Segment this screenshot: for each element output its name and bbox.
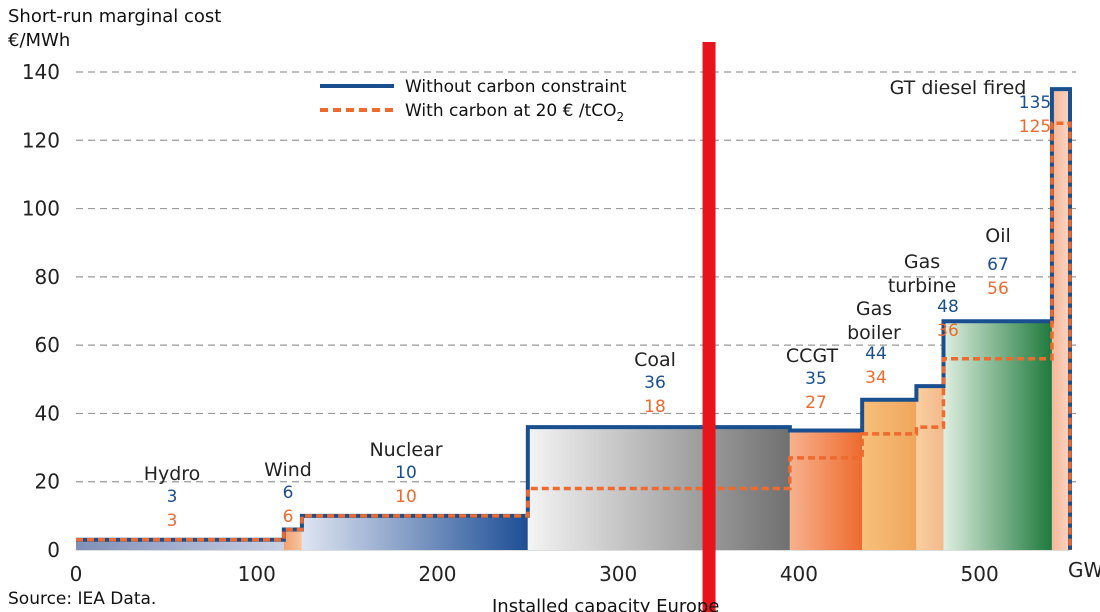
x-tick-label-400: 400 (780, 562, 818, 586)
red-vertical-marker (702, 42, 716, 612)
y-axis-title-line1: Short-run marginal cost (8, 6, 221, 27)
value-without-carbon-coal: 36 (644, 373, 666, 393)
y-tick-label-120: 120 (22, 128, 60, 152)
label-gas-boiler-line1: Gas (856, 298, 892, 320)
label-coal: Coal (634, 349, 676, 371)
legend: Without carbon constraint With carbon at… (320, 77, 627, 124)
y-tick-label-60: 60 (35, 333, 60, 357)
y-tick-labels: 0 20 40 60 80 100 120 140 (22, 60, 60, 562)
legend-label-with-carbon-text: With carbon at 20 € /tCO (405, 101, 617, 121)
value-without-carbon-gt-diesel-fired: 135 (1019, 93, 1051, 113)
value-without-carbon-ccgt: 35 (805, 369, 827, 389)
value-without-carbon-hydro: 3 (167, 487, 178, 507)
y-tick-label-20: 20 (35, 470, 60, 494)
value-without-carbon-nuclear: 10 (395, 463, 417, 483)
step-line-with-carbon (76, 121, 1072, 550)
y-tick-label-140: 140 (22, 60, 60, 84)
x-tick-label-500: 500 (961, 562, 999, 586)
x-tick-label-100: 100 (238, 562, 276, 586)
label-gas-turbine-line2: turbine (888, 275, 956, 297)
x-tick-labels: 0 100 200 300 400 500 (70, 562, 999, 586)
x-tick-label-0: 0 (70, 562, 83, 586)
capacity-blocks (76, 89, 1070, 551)
value-without-carbon-gas-boiler: 44 (865, 344, 887, 364)
y-tick-label-40: 40 (35, 401, 60, 425)
block-labels: Hydro33Wind66Nuclear1010Coal3618CCGT3527… (144, 77, 1052, 531)
source-note: Source: IEA Data. (8, 589, 156, 609)
value-without-carbon-wind: 6 (283, 483, 294, 503)
value-with-carbon-coal: 18 (644, 397, 666, 417)
label-ccgt: CCGT (786, 345, 839, 367)
cost-step-lines (76, 87, 1072, 550)
value-with-carbon-ccgt: 27 (805, 393, 827, 413)
value-with-carbon-gas-boiler: 34 (865, 368, 887, 388)
bar-ccgt (789, 430, 863, 550)
x-tick-label-200: 200 (418, 562, 456, 586)
value-without-carbon-gas-turbine: 48 (937, 297, 959, 317)
y-tick-label-0: 0 (47, 538, 60, 562)
bar-wind (283, 529, 302, 550)
value-with-carbon-wind: 6 (283, 507, 294, 527)
bar-oil (943, 321, 1052, 550)
label-oil: Oil (985, 225, 1011, 247)
bar-gt-diesel-fired (1051, 89, 1070, 551)
value-with-carbon-nuclear: 10 (395, 487, 417, 507)
y-tick-label-100: 100 (22, 197, 60, 221)
x-axis-unit: GW (1068, 558, 1100, 582)
value-with-carbon-gas-turbine: 36 (937, 321, 959, 341)
value-with-carbon-oil: 56 (987, 279, 1009, 299)
legend-label-without-carbon: Without carbon constraint (405, 77, 627, 97)
value-with-carbon-hydro: 3 (167, 511, 178, 531)
y-tick-label-80: 80 (35, 265, 60, 289)
bar-hydro (76, 539, 284, 550)
bar-gas-boiler (862, 399, 917, 550)
value-with-carbon-gt-diesel-fired: 125 (1019, 117, 1051, 137)
legend-label-subscript: 2 (617, 110, 625, 124)
label-gas-turbine-line1: Gas (904, 251, 940, 273)
y-axis-title-line2: €/MWh (8, 30, 70, 51)
bar-gas-turbine (916, 386, 944, 550)
bar-nuclear (301, 515, 528, 550)
legend-label-with-carbon: With carbon at 20 € /tCO2 (405, 101, 624, 124)
label-gt-diesel-fired: GT diesel fired (890, 77, 1027, 99)
label-wind: Wind (264, 459, 312, 481)
x-axis-title: Installed capacity Europe (492, 596, 719, 612)
value-without-carbon-oil: 67 (987, 255, 1009, 275)
label-gas-boiler-line2: boiler (847, 322, 901, 344)
label-nuclear: Nuclear (369, 439, 442, 461)
x-tick-label-300: 300 (599, 562, 637, 586)
label-hydro: Hydro (144, 463, 201, 485)
